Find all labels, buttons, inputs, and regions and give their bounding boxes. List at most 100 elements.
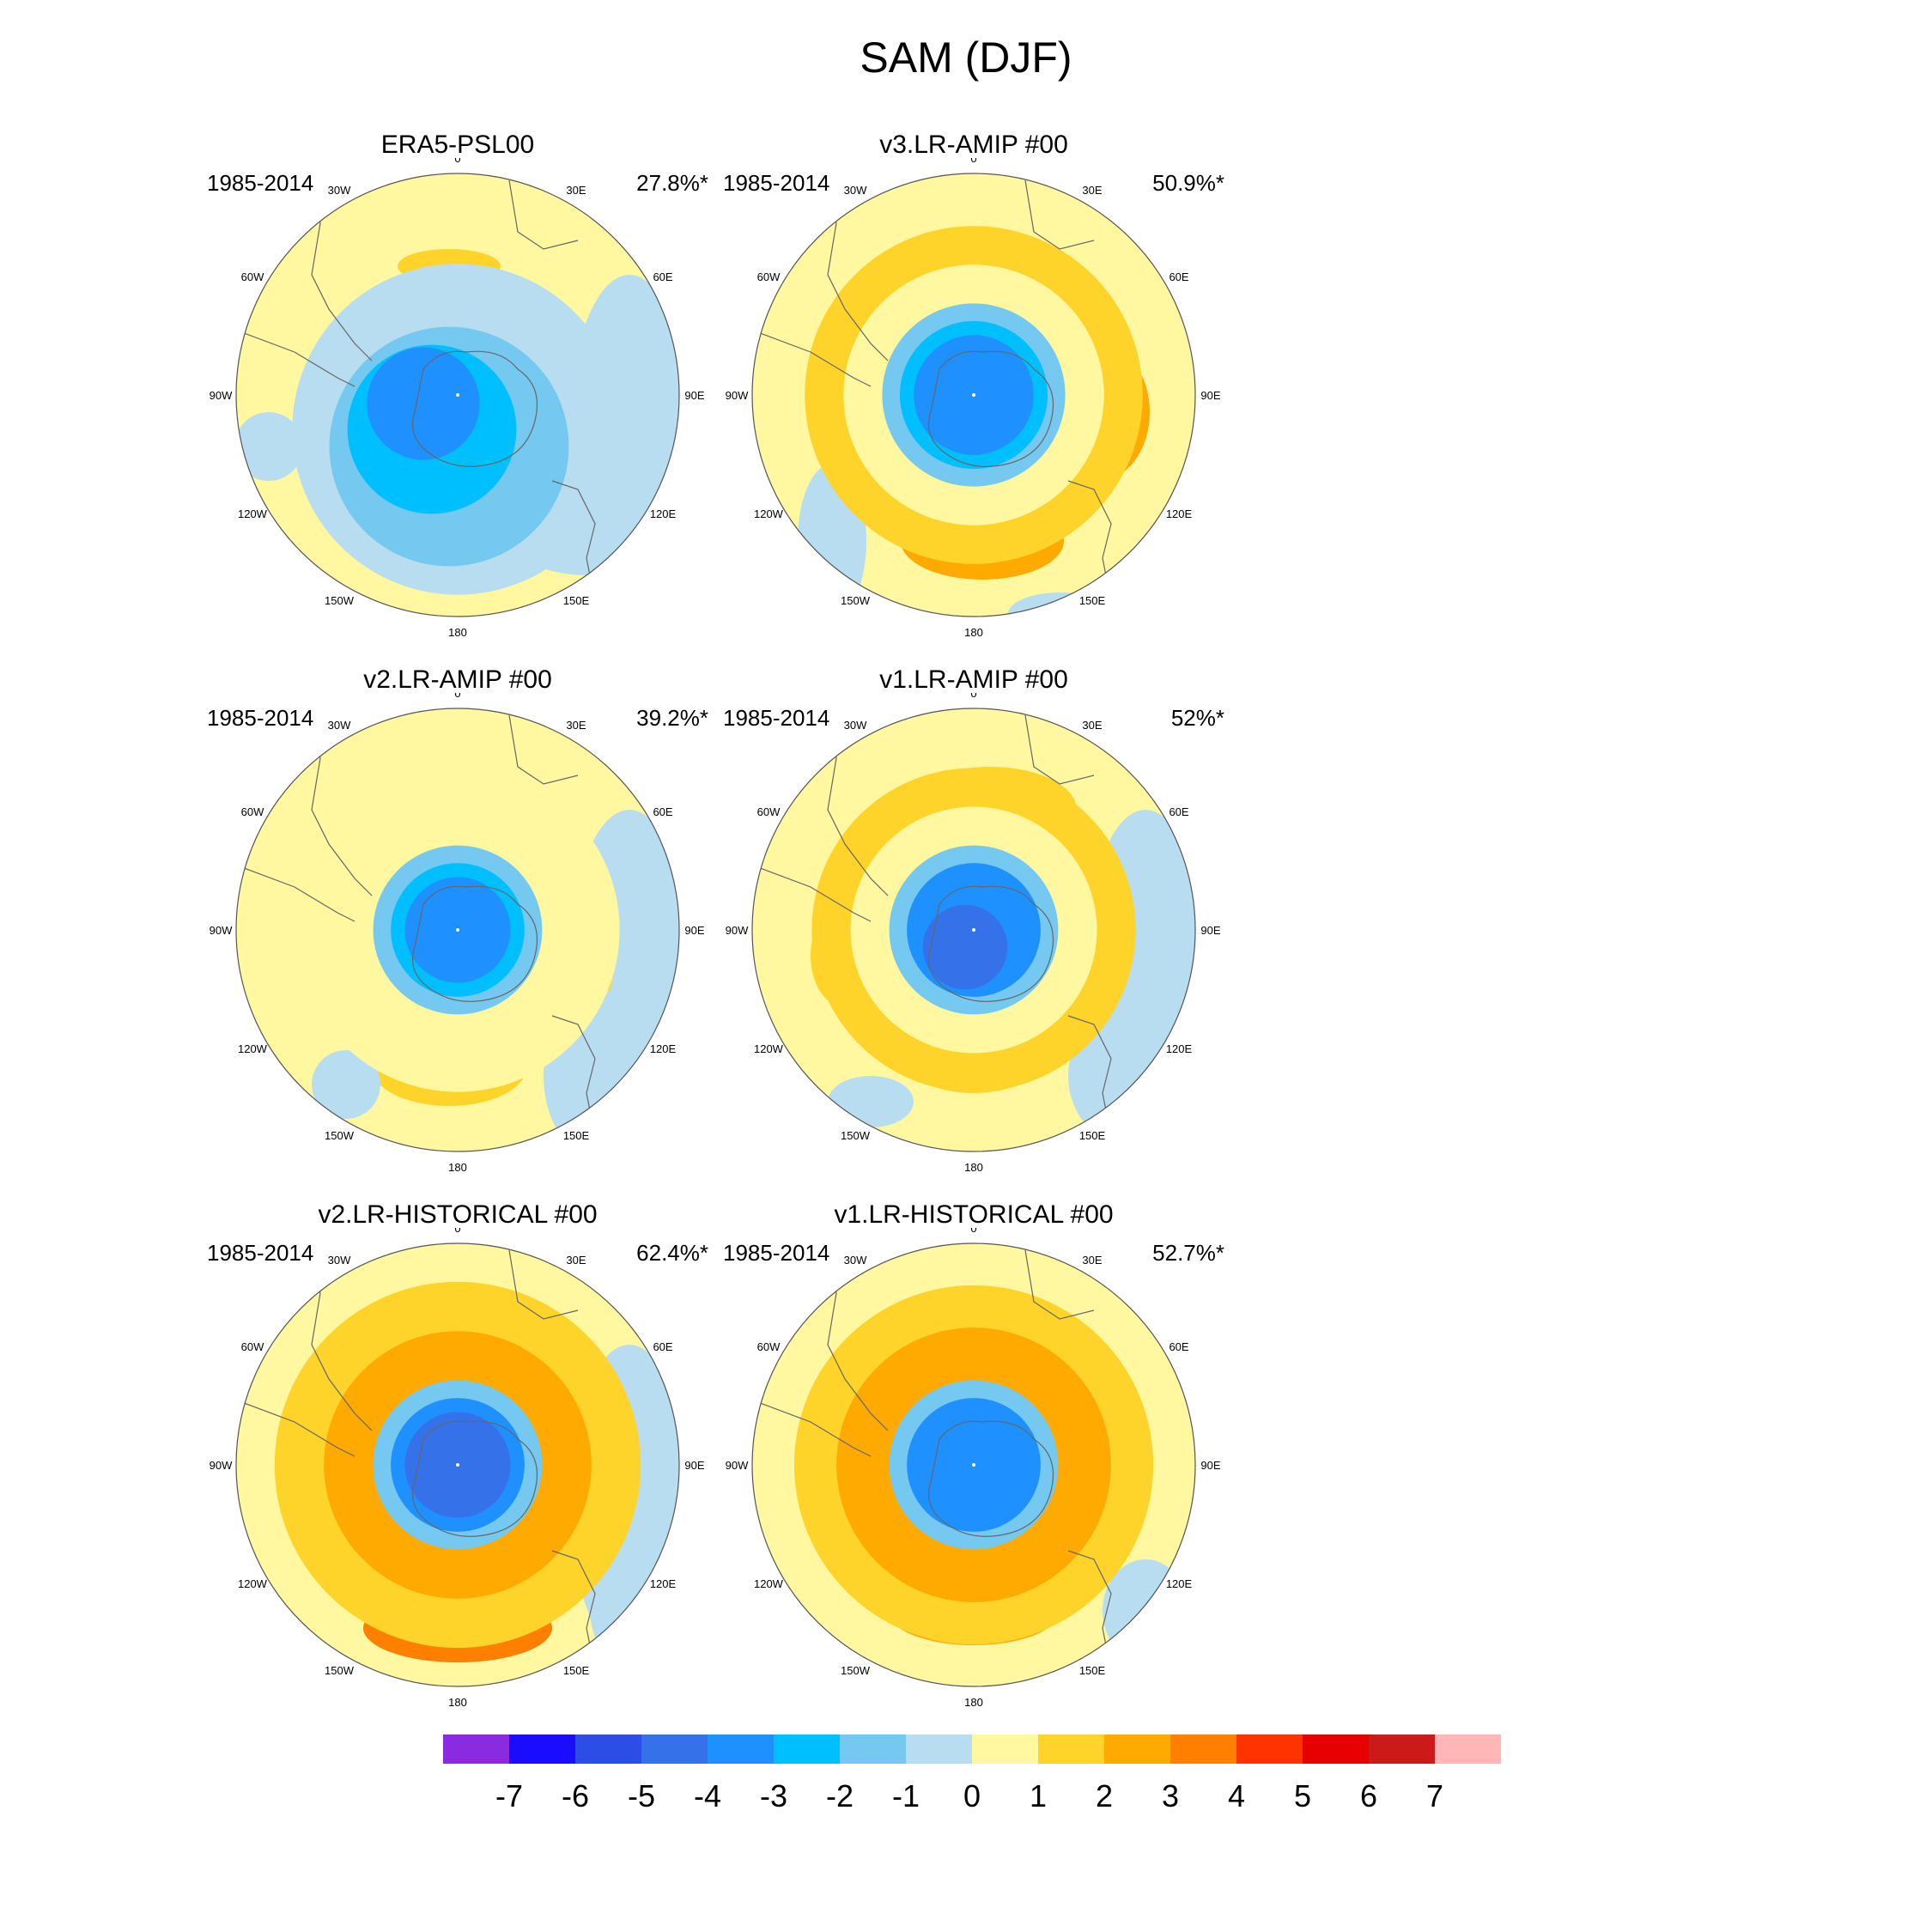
longitude-label: 90W	[210, 1459, 233, 1472]
colorbar-swatch	[1236, 1735, 1303, 1764]
colorbar-tick-label: -3	[760, 1778, 787, 1814]
colorbar-svg: -7 -6 -5 -4 -3 -2 -1 0 1 2 3 4 5 6 7	[443, 1735, 1501, 1814]
colorbar-swatch	[1038, 1735, 1105, 1764]
south-pole-marker	[456, 928, 459, 932]
south-pole-marker	[972, 393, 975, 397]
coastline	[236, 179, 596, 602]
colorbar-swatch	[840, 1735, 907, 1764]
longitude-label: 90E	[1200, 389, 1220, 402]
polar-map: 0 30E 60E 90E 120E 150E 180 150W 120W 90W 60W 30W	[726, 693, 1221, 1174]
panel-title: v2.LR-HISTORICAL #00	[318, 1200, 598, 1229]
longitude-label: 30E	[1082, 1254, 1102, 1267]
colorbar-swatch	[1170, 1735, 1237, 1764]
longitude-label: 30E	[566, 719, 586, 732]
longitude-label: 30E	[1082, 719, 1102, 732]
panel-title: v3.LR-AMIP #00	[879, 131, 1068, 159]
longitude-label: 0	[970, 693, 976, 700]
longitude-label: 30W	[844, 1254, 867, 1267]
longitude-label: 150W	[841, 594, 871, 607]
longitude-label: 90E	[684, 1459, 704, 1472]
longitude-label: 120W	[754, 507, 784, 520]
colorbar-tick-label: 3	[1162, 1778, 1179, 1814]
colorbar-tick-label: 2	[1096, 1778, 1113, 1814]
longitude-label: 180	[964, 1161, 983, 1174]
period-label: 1985-2014	[723, 1240, 830, 1266]
longitude-label: 150E	[1079, 1129, 1106, 1142]
longitude-label: 150W	[841, 1664, 871, 1677]
variance-explained-label: 52%*	[1170, 705, 1224, 731]
colorbar-swatch	[1303, 1735, 1370, 1764]
longitude-label: 120E	[1166, 507, 1193, 520]
longitude-label: 150W	[841, 1129, 871, 1142]
anomaly-blob	[312, 1050, 380, 1119]
panel-title: v1.LR-AMIP #00	[879, 665, 1068, 694]
longitude-label: 150W	[325, 594, 355, 607]
colorbar-swatch	[1104, 1735, 1171, 1764]
colorbar-swatch	[972, 1735, 1039, 1764]
period-label: 1985-2014	[207, 705, 314, 731]
longitude-label: 60E	[1169, 1340, 1188, 1353]
longitude-label: 120E	[1166, 1042, 1193, 1055]
longitude-label: 60E	[1169, 270, 1188, 283]
anomaly-blob	[236, 412, 303, 481]
longitude-label: 120W	[754, 1042, 784, 1055]
map-border	[235, 1242, 680, 1687]
colorbar-swatch	[575, 1735, 642, 1764]
longitude-label: 60E	[653, 1340, 672, 1353]
longitude-label: 30W	[328, 719, 351, 732]
colorbar-tick-label: -7	[495, 1778, 523, 1814]
longitude-label: 90E	[1200, 1459, 1220, 1472]
map-panel-v1hist: v1.LR-HISTORICAL #00 1985-2014 52.7%* 0 30E 6…	[708, 1200, 1240, 1760]
longitude-label: 0	[454, 158, 460, 165]
colorbar-tick-label: -5	[628, 1778, 655, 1814]
page-title: SAM (DJF)	[860, 33, 1072, 82]
longitude-label: 150E	[1079, 1664, 1106, 1677]
longitude-label: 90W	[726, 389, 749, 402]
colorbar-swatch	[1369, 1735, 1436, 1764]
coastline	[236, 714, 596, 1137]
map-panel-v2hist: v2.LR-HISTORICAL #00 1985-2014 62.4%* 0 30E 6…	[191, 1200, 724, 1760]
polar-map: 0 30E 60E 90E 120E 150E 180 150W 120W 90W 60W 30W	[726, 158, 1221, 639]
period-label: 1985-2014	[207, 1240, 314, 1266]
coastline	[752, 714, 1112, 1137]
longitude-label: 60W	[241, 270, 264, 283]
colorbar-swatch	[509, 1735, 576, 1764]
map-panel-v2amip: v2.LR-AMIP #00 1985-2014 39.2%* 0 30E 60E 90E 1…	[191, 665, 724, 1225]
longitude-label: 30E	[566, 184, 586, 197]
longitude-label: 180	[964, 1696, 983, 1709]
anomaly-contour-ring	[922, 904, 1008, 990]
colorbar-tick-label: 7	[1426, 1778, 1443, 1814]
variance-explained-label: 62.4%*	[636, 1240, 708, 1266]
anomaly-contour-ring	[367, 347, 480, 460]
longitude-label: 90W	[726, 924, 749, 937]
longitude-label: 30W	[844, 184, 867, 197]
colorbar-tick-label: -1	[892, 1778, 920, 1814]
longitude-label: 180	[448, 626, 467, 639]
longitude-label: 60W	[757, 1340, 781, 1353]
longitude-label: 90E	[1200, 924, 1220, 937]
south-pole-marker	[972, 1463, 975, 1467]
variance-explained-label: 39.2%*	[636, 705, 708, 731]
map-border	[751, 708, 1196, 1152]
coastline	[752, 179, 1112, 602]
longitude-label: 0	[454, 693, 460, 700]
variance-explained-label: 50.9%*	[1152, 170, 1224, 196]
longitude-label: 90W	[210, 389, 233, 402]
longitude-label: 150W	[325, 1664, 355, 1677]
longitude-label: 150W	[325, 1129, 355, 1142]
longitude-label: 150E	[563, 1129, 590, 1142]
colorbar-tick-label: 1	[1030, 1778, 1047, 1814]
colorbar-swatch	[774, 1735, 841, 1764]
longitude-label: 90W	[726, 1459, 749, 1472]
longitude-label: 60W	[241, 805, 264, 818]
map-border	[751, 1242, 1196, 1687]
longitude-label: 120W	[238, 1042, 268, 1055]
longitude-label: 30E	[1082, 184, 1102, 197]
panel-title: v2.LR-AMIP #00	[363, 665, 552, 694]
longitude-label: 0	[454, 1228, 460, 1235]
longitude-label: 150E	[1079, 594, 1106, 607]
longitude-label: 180	[448, 1696, 467, 1709]
colorbar-swatch	[1435, 1735, 1501, 1764]
colorbar-tick-label: -4	[694, 1778, 721, 1814]
longitude-label: 30W	[328, 184, 351, 197]
